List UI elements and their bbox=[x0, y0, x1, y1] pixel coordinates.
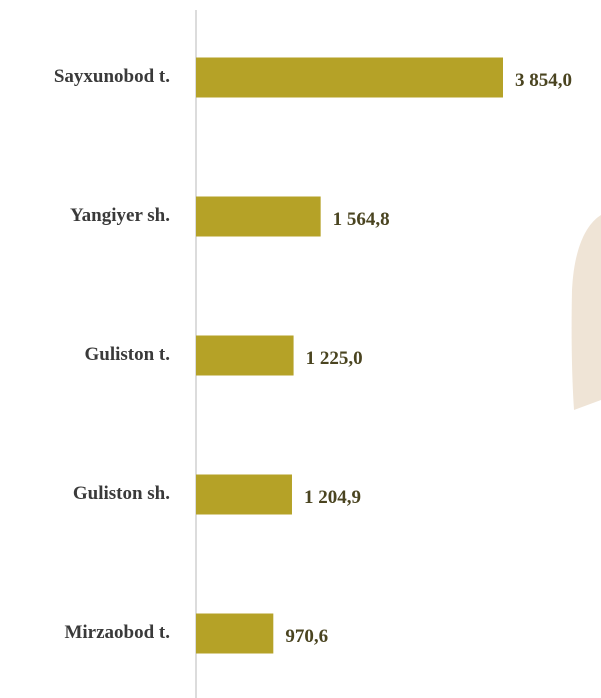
value-label: 1 204,9 bbox=[304, 487, 361, 508]
category-label: Sayxunobod t. bbox=[54, 66, 170, 87]
value-label: 970,6 bbox=[285, 626, 328, 647]
bar bbox=[196, 614, 273, 654]
page: {"chart_data": {"type": "bar", "orientat… bbox=[0, 0, 601, 698]
value-label: 1 564,8 bbox=[333, 209, 390, 230]
bar bbox=[196, 58, 503, 98]
value-label: 3 854,0 bbox=[515, 70, 572, 91]
value-label: 1 225,0 bbox=[306, 348, 363, 369]
chart: Sayxunobod t. 3 854,0 Yangiyer sh. 1 564,8 G… bbox=[0, 0, 601, 698]
category-label: Mirzaobod t. bbox=[64, 622, 170, 643]
category-label: Yangiyer sh. bbox=[70, 205, 170, 226]
bar bbox=[196, 475, 292, 515]
category-label: Guliston t. bbox=[84, 344, 170, 365]
bar bbox=[196, 336, 294, 376]
photo-fragment bbox=[572, 215, 601, 410]
category-label: Guliston sh. bbox=[73, 483, 170, 504]
bar bbox=[196, 197, 321, 237]
